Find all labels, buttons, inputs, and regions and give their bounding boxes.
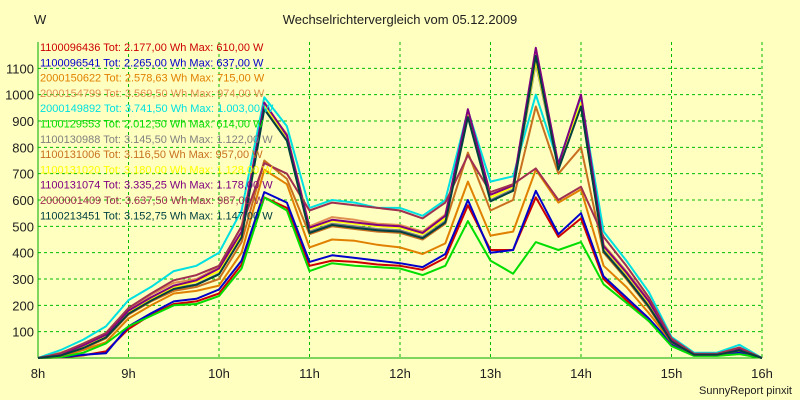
series-line-1100096541 — [37, 189, 763, 359]
x-tick-label: 8h — [31, 366, 45, 381]
footer-credit: SunnyReport pinxit — [699, 385, 792, 397]
legend-entry-2000154799: 2000154799 Tot: 3.569,50 Wh Max: 974,00 … — [40, 88, 265, 100]
legend-entry-1100129553: 1100129553 Tot: 2.012,50 Wh Max: 614,00 … — [40, 119, 264, 131]
y-tick-label: 200 — [12, 298, 34, 313]
x-tick-label: 12h — [389, 366, 411, 381]
grid — [37, 42, 763, 358]
y-tick-label: 900 — [12, 114, 34, 129]
series-line-1100131074 — [37, 46, 763, 359]
legend-entry-2000150622: 2000150622 Tot: 2.578,63 Wh Max: 715,00 … — [40, 73, 265, 85]
legend-entry-2000001409: 2000001409 Tot: 3.637,50 Wh Max: 987,00 … — [40, 195, 265, 207]
legend-entry-1100096541: 1100096541 Tot: 2.265,00 Wh Max: 637,00 … — [40, 57, 264, 69]
x-tick-label: 16h — [751, 366, 773, 381]
series-line-1100213451 — [37, 55, 763, 359]
series-lines — [37, 46, 763, 359]
y-tick-label: 500 — [12, 219, 34, 234]
legend-entry-1100130988: 1100130988 Tot: 3.145,50 Wh Max: 1.122,0… — [40, 134, 273, 146]
y-tick-label: 600 — [12, 193, 34, 208]
y-tick-label: 100 — [12, 325, 34, 340]
x-tick-label: 10h — [208, 366, 230, 381]
x-tick-label: 11h — [299, 366, 320, 381]
y-tick-label: 800 — [12, 140, 34, 155]
chart-title: Wechselrichtervergleich vom 05.12.2009 — [283, 12, 518, 27]
x-tick-label: 13h — [480, 366, 502, 381]
x-tick-label: 14h — [570, 366, 592, 381]
legend: 1100096436 Tot: 2.177,00 Wh Max: 610,00 … — [40, 42, 274, 222]
legend-entry-1100213451: 1100213451 Tot: 3.152,75 Wh Max: 1.147,0… — [40, 210, 273, 222]
legend-entry-1100131006: 1100131006 Tot: 3.116,50 Wh Max: 957,00 … — [40, 149, 263, 161]
y-tick-label: 400 — [12, 246, 34, 261]
series-line-2000150622 — [37, 168, 763, 359]
y-tick-label: 1100 — [6, 61, 34, 76]
y-tick-label: 700 — [12, 167, 34, 182]
x-tick-label: 9h — [121, 366, 135, 381]
y-axis-unit-label: W — [34, 12, 47, 27]
axes: 100 200 300 400 500 600 700 800 900 1000 1100 8h 9h 1… — [5, 42, 773, 381]
series-line-2000001409 — [37, 154, 763, 359]
y-tick-label: 1000 — [5, 88, 34, 103]
x-tick-label: 15h — [661, 366, 683, 381]
legend-entry-1100096436: 1100096436 Tot: 2.177,00 Wh Max: 610,00 … — [40, 42, 264, 54]
legend-entry-2000149892: 2000149892 Tot: 3.741,50 Wh Max: 1.003,0… — [40, 103, 274, 115]
legend-entry-1100131020: 1100131020 Tot: 3.180,00 Wh Max: 1.128,0… — [40, 164, 273, 176]
series-line-2000149892 — [37, 93, 763, 359]
series-line-1100129553 — [37, 196, 763, 359]
legend-entry-1100131074: 1100131074 Tot: 3.335,25 Wh Max: 1.178,0… — [40, 180, 273, 192]
y-tick-label: 300 — [12, 272, 34, 287]
